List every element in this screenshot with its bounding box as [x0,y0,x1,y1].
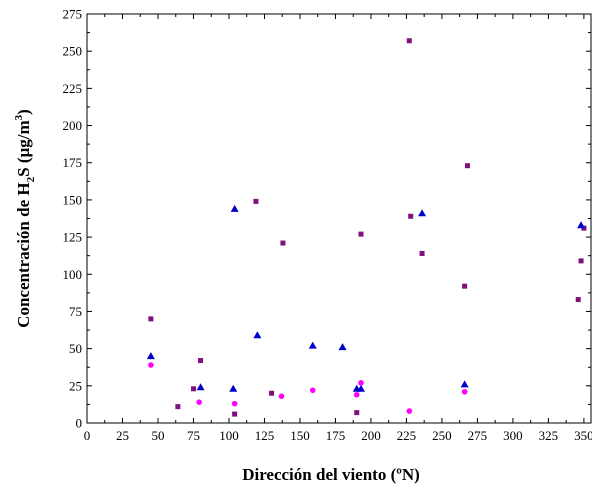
square-point [462,283,468,289]
y-tick-label: 50 [69,341,82,356]
axes [86,13,592,424]
x-tick-label: 100 [219,428,239,443]
y-axis-title: Concentración de H2S (µg/m3) [13,109,37,328]
square-point [269,390,275,396]
y-tick-label: 275 [63,7,83,22]
circle-point [406,408,413,414]
triangle-point [577,221,586,229]
square-point [354,410,360,416]
y-tick-label: 75 [69,304,82,319]
x-tick-label: 350 [574,428,592,443]
square-point [190,386,196,392]
x-tick-label: 175 [326,428,346,443]
square-point [232,411,238,417]
y-tick-label: 125 [63,230,83,245]
y-tick-label: 25 [69,378,82,393]
circle-point [461,388,468,395]
circle-point [196,399,202,405]
square-point [406,38,412,44]
x-axis-title: Dirección del viento (ºN) [242,465,420,484]
x-tick-label: 275 [468,428,488,443]
square-point [198,358,204,364]
square-point [175,404,181,410]
triangle-point [146,352,155,360]
x-tick-label: 125 [255,428,275,443]
y-tick-label: 0 [76,416,83,431]
x-tick-label: 200 [361,428,381,443]
triangle-point [229,384,238,392]
ticks: 0 25 50 75 100 125 150 175 200 225 250 275 300 325 350… [63,7,592,444]
triangle-point [308,341,317,349]
y-tick-label: 200 [63,118,83,133]
y-axis-title-superscript: 3 [13,114,25,120]
triangle-point [418,209,427,217]
circle-point [358,380,364,386]
x-tick-label: 75 [187,428,200,443]
circle-point [231,400,238,407]
square-point [419,250,425,256]
y-tick-label: 100 [63,267,83,282]
square-point [464,163,470,169]
x-tick-label: 25 [116,428,129,443]
square-point [575,297,581,303]
triangle-point [357,384,366,392]
triangle-point [460,380,469,388]
y-tick-label: 250 [63,44,83,59]
y-axis-title-part: ) [14,109,33,115]
triangle-point [196,383,205,391]
square-point [148,316,154,322]
triangle-point [253,331,262,339]
y-tick-label: 175 [63,155,83,170]
square-point [578,258,584,264]
x-tick-label: 250 [432,428,452,443]
data-points [146,38,587,417]
circle-point [309,387,316,394]
circle-point [148,362,154,368]
y-axis-title-part: Concentración de H [14,182,33,327]
x-tick-label: 0 [84,428,91,443]
x-tick-label: 50 [151,428,164,443]
x-tick-label: 150 [290,428,310,443]
y-tick-label: 150 [63,192,83,207]
x-tick-label: 325 [539,428,559,443]
y-axis-title-part: S (µg/m [14,120,33,177]
x-tick-label: 300 [503,428,523,443]
plot-frame [86,13,592,424]
circle-point [353,391,360,398]
y-tick-label: 225 [63,81,83,96]
triangle-point [338,343,347,351]
x-tick-label: 225 [397,428,417,443]
circle-point [278,393,285,400]
square-point [280,240,286,246]
y-axis-title-subscript: 2 [25,176,37,182]
triangle-point [230,204,239,212]
square-point [408,213,414,219]
square-point [358,231,364,237]
square-point [253,198,259,204]
